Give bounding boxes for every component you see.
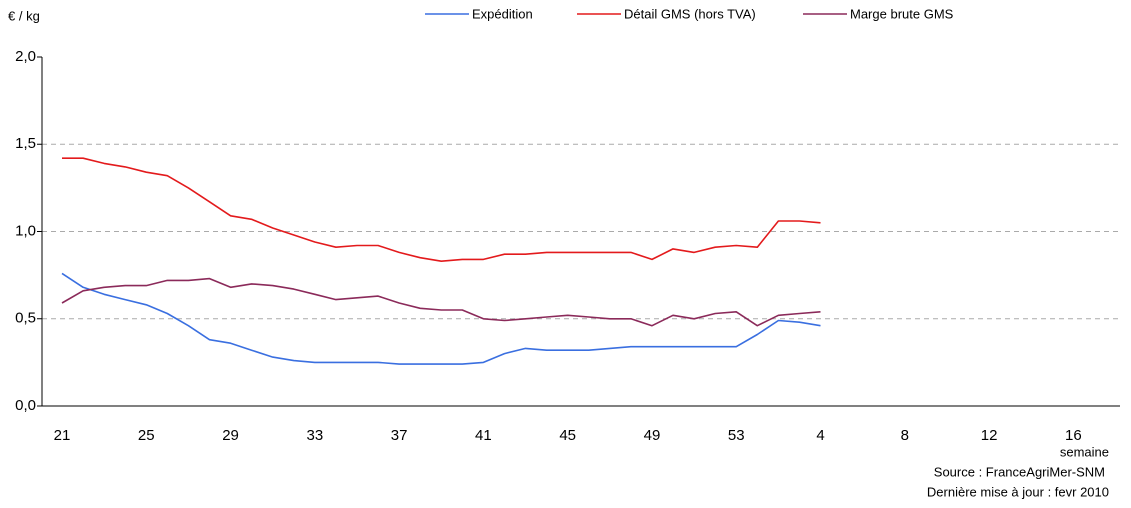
x-axis-label: semaine xyxy=(1060,444,1109,459)
x-tick-label: 37 xyxy=(391,427,408,444)
series-line xyxy=(61,272,821,365)
y-tick-label: 2,0 xyxy=(15,48,36,65)
x-tick-label: 29 xyxy=(222,427,239,444)
x-tick-label: 25 xyxy=(138,427,155,444)
x-tick-label: 33 xyxy=(306,427,323,444)
y-tick-label: 0,0 xyxy=(15,397,36,414)
legend-label: Détail GMS (hors TVA) xyxy=(624,6,756,21)
series-line xyxy=(62,157,821,262)
x-tick-label: 49 xyxy=(644,427,661,444)
update-note: Dernière mise à jour : fevr 2010 xyxy=(927,484,1109,499)
legend-label: Expédition xyxy=(472,6,533,21)
x-tick-label: 53 xyxy=(728,427,745,444)
y-axis-label: € / kg xyxy=(8,8,40,23)
x-tick-label: 4 xyxy=(816,427,824,444)
y-tick-label: 1,5 xyxy=(15,135,36,152)
y-tick-label: 0,5 xyxy=(15,310,36,327)
x-tick-label: 12 xyxy=(981,427,998,444)
x-tick-label: 21 xyxy=(54,427,71,444)
x-tick-label: 45 xyxy=(559,427,576,444)
source-note: Source : FranceAgriMer-SNM xyxy=(934,464,1105,479)
x-tick-label: 16 xyxy=(1065,427,1082,444)
legend-label: Marge brute GMS xyxy=(850,6,954,21)
y-tick-label: 1,0 xyxy=(15,222,36,239)
x-tick-label: 41 xyxy=(475,427,492,444)
x-tick-label: 8 xyxy=(901,427,909,444)
series-line xyxy=(61,277,821,327)
